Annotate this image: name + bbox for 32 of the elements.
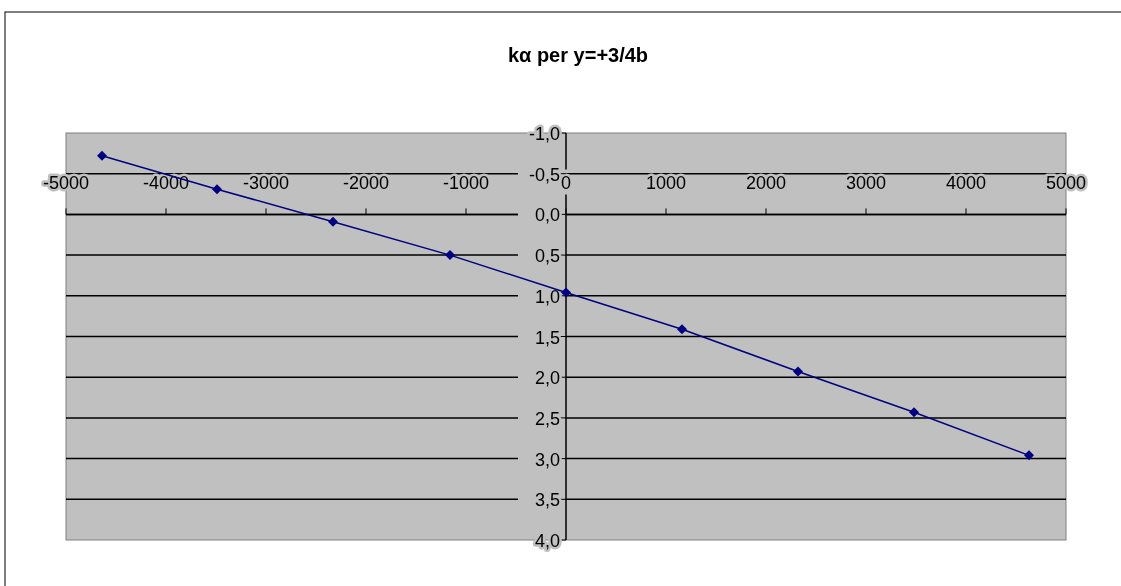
- chart-title: kα per y=+3/4b: [507, 44, 649, 66]
- y-tick-label: 0,5: [534, 246, 560, 267]
- point: [677, 324, 687, 335]
- point: [1024, 450, 1034, 461]
- point: [793, 366, 803, 377]
- x-tick-label: 4000: [945, 173, 987, 194]
- y-tick-label: 0,0: [534, 205, 560, 226]
- x-tick-label: -3000: [242, 173, 290, 194]
- x-tick-label: -4000: [142, 173, 190, 194]
- y-tick-label: 2,0: [534, 368, 560, 389]
- x-tick-label: 0: [560, 173, 572, 194]
- y-tick-label: 1,5: [534, 327, 560, 348]
- x-tick-label: -5000: [42, 173, 90, 194]
- x-tick-label: 2000: [745, 173, 787, 194]
- x-tick-label: -2000: [342, 173, 390, 194]
- x-tick-label: 3000: [845, 173, 887, 194]
- x-tick-label: 1000: [645, 173, 687, 194]
- point: [561, 287, 571, 298]
- y-tick-label: -0,5: [528, 164, 560, 185]
- x-tick-label: -1000: [442, 173, 490, 194]
- point: [445, 250, 455, 261]
- y-tick-label: 1,0: [534, 286, 560, 307]
- y-tick-label: 3,0: [534, 449, 560, 470]
- point: [212, 184, 222, 195]
- point: [97, 150, 107, 161]
- y-tick-label: 2,5: [534, 408, 560, 429]
- point: [909, 407, 919, 418]
- x-tick-label: 5000: [1045, 173, 1087, 194]
- y-tick-label: 3,5: [534, 490, 560, 511]
- y-tick-label: 4,0: [534, 531, 560, 551]
- y-tick-label: -1,0: [528, 124, 560, 144]
- point: [328, 216, 338, 227]
